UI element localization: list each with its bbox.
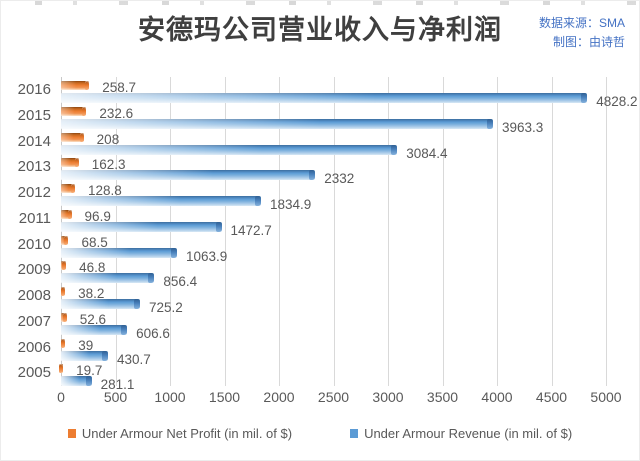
revenue-value-label: 1472.7 xyxy=(230,222,272,238)
net-profit-bar xyxy=(61,235,69,245)
revenue-value-label: 281.1 xyxy=(100,377,135,393)
gridline xyxy=(279,77,280,386)
year-label: 2015 xyxy=(17,106,51,124)
x-axis-tick-label: 1000 xyxy=(154,389,186,405)
chart-notes: 数据来源：SMA 制图：由诗哲 xyxy=(539,14,625,52)
net-profit-bar xyxy=(61,287,66,296)
gridline xyxy=(606,77,607,386)
revenue-bar xyxy=(61,324,128,335)
revenue-bar xyxy=(61,247,177,258)
legend-label-revenue: Under Armour Revenue (in mil. of $) xyxy=(364,426,573,441)
gridline xyxy=(333,77,335,386)
year-label: 2013 xyxy=(17,158,51,176)
year-label: 2011 xyxy=(18,209,51,227)
year-label: 2009 xyxy=(17,261,51,279)
gridline xyxy=(551,77,553,386)
cropped-content-top-edge xyxy=(1,1,639,5)
x-axis-tick-label: 1500 xyxy=(208,389,241,405)
gridline xyxy=(497,77,498,386)
revenue-value-label: 1834.9 xyxy=(270,197,312,212)
x-axis-tick-label: 0 xyxy=(57,389,65,405)
revenue-bar xyxy=(61,350,108,361)
net-profit-bar xyxy=(61,184,76,193)
net-profit-bar xyxy=(61,106,87,116)
chart-header: 安德玛公司营业收入与净利润 xyxy=(1,13,639,47)
revenue-bar xyxy=(61,93,588,103)
credit-note: 制图：由诗哲 xyxy=(552,35,625,50)
revenue-bar xyxy=(61,196,261,206)
gridline xyxy=(224,77,226,386)
revenue-value-label: 606.6 xyxy=(136,325,170,341)
net-profit-value-label: 39 xyxy=(78,337,94,353)
net-profit-bar xyxy=(61,81,90,90)
net-profit-value-label: 52.6 xyxy=(79,311,106,327)
net-profit-value-label: 68.5 xyxy=(81,234,108,250)
year-label: 2016 xyxy=(17,81,51,98)
net-profit-value-label: 19.7 xyxy=(76,363,103,379)
data-source-note: 数据来源：SMA xyxy=(538,16,625,30)
revenue-bar xyxy=(61,273,155,284)
net-profit-value-label: 208 xyxy=(96,131,120,147)
x-axis-tick-label: 500 xyxy=(103,389,128,405)
year-label: 2008 xyxy=(17,287,51,304)
net-profit-swatch-icon xyxy=(67,429,76,438)
revenue-bar xyxy=(61,376,92,387)
year-label: 2010 xyxy=(17,235,51,253)
net-profit-bar xyxy=(61,338,66,348)
revenue-value-label: 725.2 xyxy=(149,300,183,315)
net-profit-bar xyxy=(61,158,79,168)
x-axis-tick-label: 4500 xyxy=(535,389,568,405)
net-profit-value-label: 38.2 xyxy=(78,286,105,301)
revenue-value-label: 3084.4 xyxy=(406,145,448,161)
x-axis-tick-label: 2500 xyxy=(317,389,350,405)
year-label: 2012 xyxy=(17,184,51,201)
x-axis-tick-labels: 0 500 1000 1500 2000 2500 3000 3500 4000 4500 5000 xyxy=(57,389,621,407)
net-profit-bar xyxy=(59,364,64,374)
legend-label-net-profit: Under Armour Net Profit (in mil. of $) xyxy=(81,426,293,441)
plot-area: 258.7 4828.2 232.6 3963.3 208 3084.4 162.3 2332… xyxy=(59,77,638,392)
revenue-value-label: 1063.9 xyxy=(185,248,228,264)
revenue-bar xyxy=(61,170,316,181)
year-label: 2005 xyxy=(17,364,51,382)
net-profit-value-label: 46.8 xyxy=(79,260,106,276)
net-profit-value-label: 96.9 xyxy=(84,208,111,224)
revenue-bar xyxy=(61,299,141,309)
revenue-swatch-icon xyxy=(350,429,359,438)
chart-legend: Under Armour Net Profit (in mil. of $) U… xyxy=(1,426,639,441)
net-profit-value-label: 258.7 xyxy=(102,80,136,95)
revenue-value-label: 430.7 xyxy=(116,351,151,367)
net-profit-bar xyxy=(61,261,67,271)
gridline xyxy=(388,77,389,386)
y-axis-category-labels: 2016 2015 2014 2013 2012 2011 2010 2009 2008 2007… xyxy=(9,77,55,386)
x-axis-tick-label: 3500 xyxy=(426,389,459,405)
net-profit-value-label: 232.6 xyxy=(99,105,134,121)
legend-item-net-profit: Under Armour Net Profit (in mil. of $) xyxy=(67,426,293,441)
x-axis-tick-label: 2000 xyxy=(263,389,295,405)
revenue-bar xyxy=(61,221,222,232)
x-axis-tick-label: 3000 xyxy=(372,389,404,405)
gridline xyxy=(442,77,444,386)
revenue-value-label: 856.4 xyxy=(163,274,198,290)
revenue-value-label: 4828.2 xyxy=(596,94,638,109)
net-profit-bar xyxy=(61,132,84,142)
chart-title: 安德玛公司营业收入与净利润 xyxy=(138,15,502,45)
revenue-bar xyxy=(61,144,398,155)
year-label: 2007 xyxy=(17,312,51,330)
revenue-value-label: 2332 xyxy=(324,171,355,187)
revenue-value-label: 3963.3 xyxy=(501,119,544,135)
net-profit-bar xyxy=(61,209,72,219)
net-profit-value-label: 128.8 xyxy=(88,183,122,198)
net-profit-value-label: 162.3 xyxy=(91,157,126,173)
net-profit-bar xyxy=(61,312,67,322)
year-label: 2006 xyxy=(17,338,51,356)
revenue-bar xyxy=(61,118,493,129)
x-axis-tick-label: 5000 xyxy=(590,389,622,405)
x-axis-tick-label: 4000 xyxy=(481,389,513,405)
legend-item-revenue: Under Armour Revenue (in mil. of $) xyxy=(350,426,572,441)
year-label: 2014 xyxy=(17,132,51,150)
